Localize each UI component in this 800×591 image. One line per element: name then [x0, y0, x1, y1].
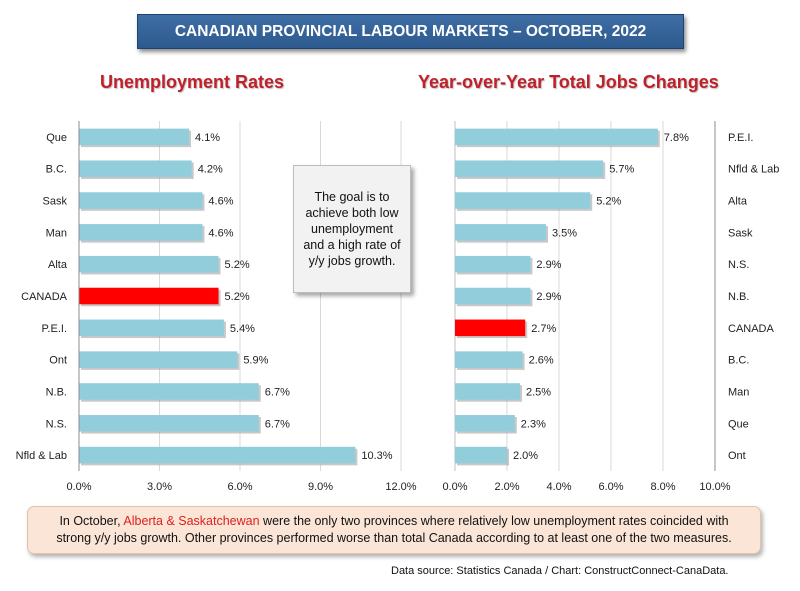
jobs-tick-label: 0.0%: [442, 481, 467, 493]
unemployment-category-label: N.S.: [46, 418, 67, 430]
unemployment-bar: [79, 224, 203, 241]
unemployment-tick-label: 3.0%: [147, 481, 172, 493]
unemployment-category-label: CANADA: [21, 291, 68, 303]
summary-text-end: were the only two provinces where relati…: [56, 514, 732, 545]
jobs-value-label: 2.7%: [531, 323, 556, 335]
jobs-tick-label: 8.0%: [650, 481, 675, 493]
jobs-category-label: Sask: [728, 227, 753, 239]
jobs-value-label: 2.6%: [529, 355, 554, 367]
jobs-value-label: 7.8%: [664, 132, 689, 144]
jobs-category-label: Man: [728, 386, 749, 398]
jobs-value-label: 2.9%: [536, 291, 561, 303]
unemployment-tick-label: 6.0%: [227, 481, 252, 493]
jobs-category-label: P.E.I.: [728, 132, 753, 144]
unemployment-bar: [79, 415, 259, 432]
unemployment-tick-label: 9.0%: [308, 481, 333, 493]
jobs-bar: [455, 160, 604, 177]
unemployment-value-label: 10.3%: [361, 450, 392, 462]
jobs-category-label: Alta: [728, 196, 748, 208]
jobs-bar: [455, 287, 531, 305]
unemployment-value-label: 4.2%: [198, 164, 223, 176]
unemployment-value-label: 5.2%: [225, 259, 250, 271]
jobs-value-label: 2.9%: [536, 259, 561, 271]
unemployment-category-label: P.E.I.: [42, 323, 67, 335]
data-source-note: Data source: Statistics Canada / Chart: …: [391, 565, 729, 577]
unemployment-value-label: 4.6%: [208, 196, 233, 208]
chart-main-title: CANADIAN PROVINCIAL LABOUR MARKETS – OCT…: [137, 14, 684, 49]
jobs-value-label: 2.0%: [513, 450, 538, 462]
jobs-bar: [455, 255, 531, 273]
jobs-value-label: 5.7%: [609, 164, 634, 176]
summary-text-start: In October,: [59, 514, 124, 528]
jobs-bar: [455, 319, 526, 337]
jobs-category-label: Que: [728, 418, 749, 430]
jobs-category-label: N.S.: [728, 259, 749, 271]
jobs-bar: [455, 128, 658, 146]
unemployment-bar: [79, 351, 238, 368]
unemployment-bar: [79, 319, 224, 337]
jobs-category-label: Nfld & Lab: [728, 164, 779, 176]
unemployment-bar: [79, 128, 190, 146]
jobs-bar: [455, 383, 520, 400]
unemployment-category-label: Ont: [49, 355, 67, 367]
jobs-value-label: 2.3%: [521, 418, 546, 430]
jobs-tick-label: 6.0%: [598, 481, 623, 493]
summary-text: In October, Alberta & Saskatchewan were …: [42, 513, 746, 547]
jobs-tick-label: 4.0%: [546, 481, 571, 493]
unemployment-category-label: Que: [46, 132, 67, 144]
unemployment-category-label: N.B.: [46, 386, 67, 398]
jobs-bar: [455, 351, 523, 368]
unemployment-bar: [79, 192, 203, 209]
jobs-bar: [455, 415, 515, 432]
unemployment-bar: [79, 160, 192, 177]
unemployment-bar: [79, 255, 219, 273]
jobs-value-label: 3.5%: [552, 227, 577, 239]
unemployment-category-label: B.C.: [46, 164, 67, 176]
unemployment-value-label: 5.2%: [225, 291, 250, 303]
jobs-category-label: N.B.: [728, 291, 749, 303]
goal-note-text: The goal is to achieve both low unemploy…: [303, 190, 401, 268]
jobs-tick-label: 10.0%: [699, 481, 730, 493]
jobs-bar: [455, 446, 507, 464]
jobs-tick-label: 2.0%: [494, 481, 519, 493]
summary-highlight: Alberta & Saskatchewan: [123, 514, 260, 528]
jobs-bar: [455, 192, 591, 209]
jobs-category-label: Ont: [728, 450, 746, 462]
jobs-value-label: 5.2%: [596, 196, 621, 208]
unemployment-category-label: Nfld & Lab: [16, 450, 67, 462]
jobs-chart-title: Year-over-Year Total Jobs Changes: [418, 72, 719, 92]
jobs-category-label: B.C.: [728, 355, 749, 367]
goal-note-box: The goal is to achieve both low unemploy…: [293, 165, 411, 293]
jobs-value-label: 2.5%: [526, 386, 551, 398]
unemployment-value-label: 6.7%: [265, 386, 290, 398]
unemployment-value-label: 5.9%: [243, 355, 268, 367]
unemployment-bar: [79, 383, 259, 400]
unemployment-tick-label: 0.0%: [66, 481, 91, 493]
unemployment-category-label: Sask: [43, 196, 68, 208]
unemployment-bar: [79, 446, 356, 464]
jobs-bar: [455, 224, 546, 241]
unemployment-value-label: 4.1%: [195, 132, 220, 144]
unemployment-value-label: 5.4%: [230, 323, 255, 335]
unemployment-value-label: 4.6%: [208, 227, 233, 239]
summary-box: In October, Alberta & Saskatchewan were …: [27, 506, 761, 554]
unemployment-tick-label: 12.0%: [385, 481, 416, 493]
unemployment-value-label: 6.7%: [265, 418, 290, 430]
unemployment-chart-title: Unemployment Rates: [100, 72, 285, 92]
unemployment-bar: [79, 287, 219, 305]
unemployment-category-label: Man: [46, 227, 67, 239]
unemployment-category-label: Alta: [48, 259, 68, 271]
jobs-category-label: CANADA: [728, 323, 775, 335]
